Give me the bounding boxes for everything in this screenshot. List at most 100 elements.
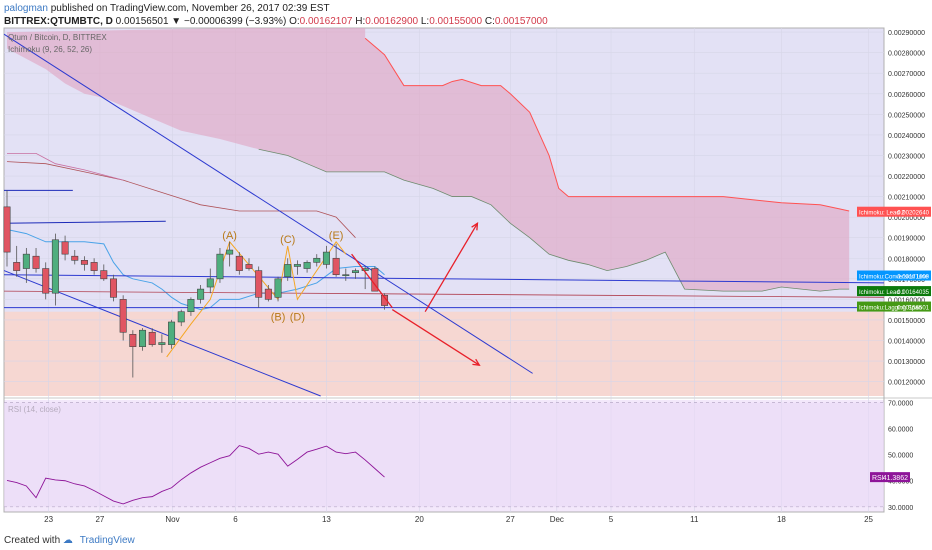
y-tick-label: 0.00280000 [888, 51, 925, 58]
low-value: 0.00155000 [429, 16, 483, 27]
candle-body-down [42, 268, 50, 294]
candle [206, 268, 214, 294]
candle-body-up [274, 278, 282, 298]
x-tick-label: 5 [609, 515, 614, 524]
candle-body-down [332, 257, 340, 276]
candle [187, 297, 195, 316]
cloud-edge [7, 153, 124, 181]
candle-body-down [129, 334, 137, 347]
price-tag-value: 0.00171600 [897, 275, 929, 281]
candle-body-down [32, 255, 40, 269]
rsi-tick-label: 40.0000 [888, 479, 913, 486]
last-price: 0.00156501 [115, 16, 169, 27]
price-tag-name: Ichimoku:Conversion Line [859, 275, 929, 281]
rsi-tick-label: 60.0000 [888, 427, 913, 434]
ichimoku-cloud-bear [7, 28, 850, 292]
candle [381, 293, 389, 310]
candle [100, 264, 108, 281]
candle [197, 284, 205, 304]
y-tick-label: 0.00290000 [888, 30, 925, 37]
candle-body-down [61, 241, 69, 255]
candle-body-up [361, 268, 369, 271]
base-line [6, 161, 356, 238]
x-tick-label: 27 [506, 515, 515, 524]
candle-body-up [303, 262, 311, 269]
candle-body-down [264, 288, 272, 300]
candle [139, 328, 147, 351]
candle-body-up [216, 253, 224, 280]
candle-body-up [197, 288, 205, 300]
y-tick-label: 0.00270000 [888, 71, 925, 78]
wave-label: (D) [290, 312, 305, 324]
candle [177, 309, 185, 327]
candle [42, 262, 50, 300]
candle [22, 247, 30, 283]
y-tick-label: 0.00220000 [888, 174, 925, 181]
y-tick-label: 0.00190000 [888, 236, 925, 243]
price-tag-value: 0.00156501 [897, 306, 929, 312]
low-label: L: [420, 16, 430, 27]
forecast-arrow-line [391, 309, 480, 366]
price-tag-name: Ichimoku: Lead 1 [859, 290, 905, 296]
candle-body-down [235, 255, 243, 271]
main-legend: Qtum / Bitcoin, D, BITTREX [8, 33, 107, 42]
price-tag-box [857, 270, 931, 281]
candle [264, 284, 272, 302]
price-tag-value: 0.00164035 [897, 290, 929, 296]
x-tick-label: 20 [415, 515, 424, 524]
forecast-arrow-head [472, 358, 481, 366]
tradingview-brand[interactable]: TradingView [79, 535, 135, 546]
x-tick-label: 18 [777, 515, 786, 524]
candle [51, 233, 59, 306]
y-tick-label: 0.00260000 [888, 92, 925, 99]
candle-body-down [245, 264, 253, 269]
price-tag-box [857, 286, 931, 297]
candle [351, 268, 359, 279]
candle [226, 241, 234, 267]
x-tick-label: 13 [322, 515, 331, 524]
wave-label: (A) [222, 230, 237, 242]
publish-line: palogman published on TradingView.com, N… [4, 3, 330, 14]
candle-body-down [109, 278, 117, 298]
candle-body-up [206, 278, 214, 288]
candle [32, 247, 40, 273]
candle-body-up [351, 270, 359, 273]
author-link[interactable]: palogman [4, 3, 48, 14]
price-tag-box [857, 301, 931, 312]
created-with-label: Created with [4, 535, 61, 546]
x-tick-label: 27 [95, 515, 104, 524]
candle [361, 266, 369, 290]
x-tick-label: 6 [233, 515, 238, 524]
y-tick-label: 0.00200000 [888, 215, 925, 222]
candle-body-up [177, 311, 185, 323]
rsi-band [4, 402, 884, 507]
price-tag-box [857, 206, 931, 217]
x-tick-label: Nov [165, 515, 179, 524]
y-tick-label: 0.00140000 [888, 338, 925, 345]
y-tick-label: 0.00150000 [888, 318, 925, 325]
ohlc-line: BITTREX:QTUMBTC, D 0.00156501 ▼ −0.00006… [4, 16, 548, 27]
y-tick-label: 0.00160000 [888, 297, 925, 304]
price-tag-name: Ichimoku:Lagging Span [859, 306, 922, 312]
price-tag-name: Ichimoku: Lead 2 [859, 211, 905, 217]
lead2-line [364, 37, 850, 212]
footer: Created with ☁ TradingView [4, 535, 135, 546]
candle-body-up [293, 264, 301, 267]
forecast-arrow-line [424, 222, 479, 313]
candle [293, 260, 301, 275]
price-tag-value: 0.00202640 [897, 211, 929, 217]
candle-body-up [342, 274, 350, 277]
candle [313, 254, 321, 267]
y-tick-label: 0.00120000 [888, 380, 925, 387]
candle [158, 334, 166, 353]
candle-body-down [255, 270, 263, 298]
candle-body-up [22, 253, 30, 269]
rsi-value-box [870, 472, 910, 483]
candle-body-down [90, 262, 98, 271]
trendline [3, 33, 533, 374]
candle [90, 258, 98, 275]
y-tick-label: 0.00210000 [888, 195, 925, 202]
candle [274, 276, 282, 302]
